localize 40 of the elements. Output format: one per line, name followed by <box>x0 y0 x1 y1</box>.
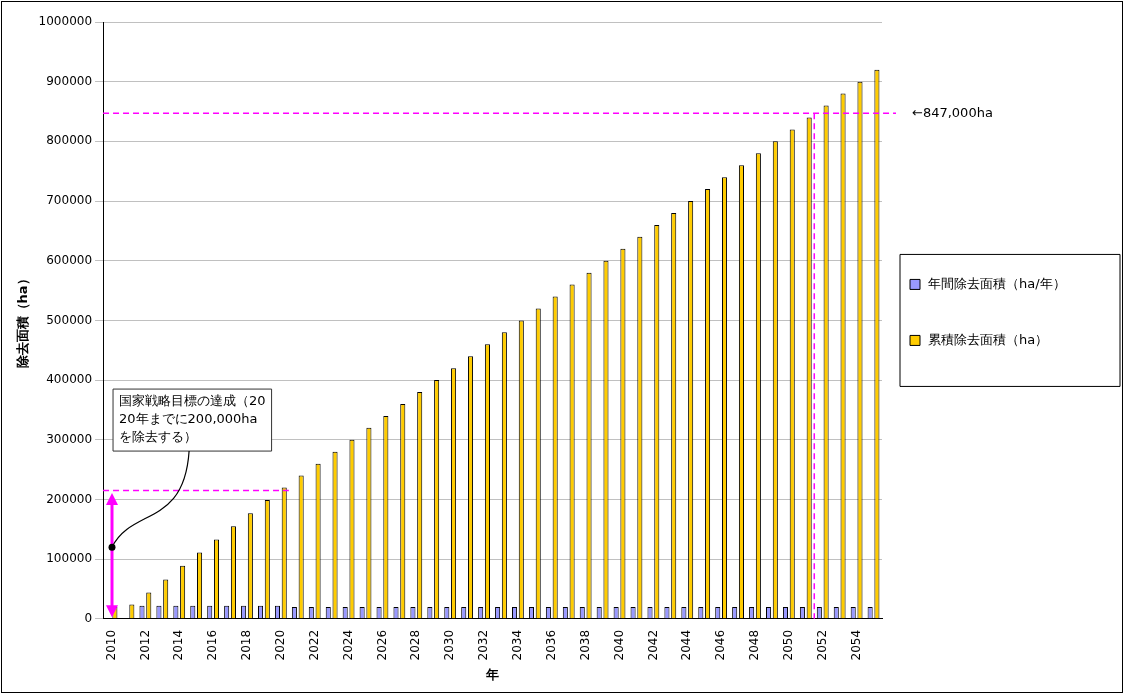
x-tick-label: 2032 <box>476 629 491 661</box>
y-tick-label: 1000000 <box>38 14 93 29</box>
x-tick-label: 2028 <box>408 629 423 661</box>
x-tick-label: 2054 <box>848 629 863 661</box>
x-tick-label: 2016 <box>205 629 220 661</box>
x-tick-label: 2044 <box>679 629 694 661</box>
x-tick-label: 2012 <box>137 629 152 661</box>
y-tick-label: 200000 <box>46 491 93 506</box>
x-axis-title: 年 <box>485 666 500 682</box>
y-tick-label: 100000 <box>46 551 93 566</box>
x-tick-label: 2024 <box>340 629 355 661</box>
y-tick-label: 900000 <box>46 73 93 88</box>
x-tick-label: 2020 <box>272 629 287 661</box>
x-tick-label: 2042 <box>645 629 660 661</box>
x-tick-label: 2036 <box>543 629 558 661</box>
annotation: 国家戦略目標の達成（2020年までに200,000haを除去する） <box>119 392 266 444</box>
y-tick-label: 300000 <box>46 431 93 446</box>
x-tick-label: 2048 <box>747 629 762 661</box>
x-tick-label: 2052 <box>814 629 829 661</box>
x-tick-label: 2014 <box>171 629 186 661</box>
x-tick-label: 2034 <box>510 629 525 661</box>
y-tick-label: 0 <box>84 610 93 625</box>
legend-label: 累積除去面積（ha） <box>928 331 1049 347</box>
y-tick-label: 600000 <box>46 252 93 267</box>
legend-label: 年間除去面積（ha/年） <box>928 275 1066 291</box>
x-tick-label: 2026 <box>374 629 389 661</box>
x-tick-label: 2022 <box>306 629 321 661</box>
y-tick-label: 500000 <box>46 312 93 327</box>
y-tick-label: 800000 <box>46 133 93 148</box>
x-tick-label: 2018 <box>239 629 254 661</box>
x-tick-label: 2030 <box>442 629 457 661</box>
x-tick-label: 2050 <box>780 629 795 661</box>
y-tick-label: 400000 <box>46 372 93 387</box>
ref-line-label: ←847,000ha <box>912 104 993 120</box>
y-tick-label: 700000 <box>46 193 93 208</box>
x-tick-label: 2040 <box>611 629 626 661</box>
y-axis-title: 除去面積（ha） <box>15 272 31 369</box>
x-tick-label: 2038 <box>577 629 592 661</box>
x-tick-label: 2046 <box>713 629 728 661</box>
x-tick-label: 2010 <box>103 629 118 661</box>
